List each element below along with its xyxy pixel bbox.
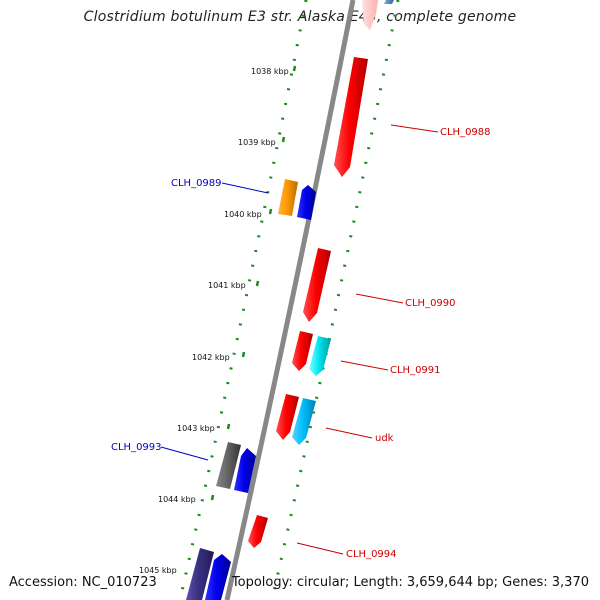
gene-arrow-CLH_0992[interactable] [292, 331, 313, 371]
leader-line [340, 360, 389, 371]
tick-label: 1040 kbp [224, 210, 262, 219]
scale-tick-labels: 1038 kbp 1039 kbp 1040 kbp 1041 kbp 1042… [139, 67, 289, 575]
tick-label: 1042 kbp [192, 353, 230, 362]
leader-line [221, 182, 269, 194]
gene-arrow-blue-bottom[interactable] [205, 554, 231, 600]
leader-line [325, 427, 373, 439]
gene-arrow-CLH_0993[interactable] [234, 448, 256, 493]
leader-line [296, 542, 344, 555]
gene-arrow-CLH_0991[interactable] [309, 336, 331, 376]
gene-arrow-partial[interactable] [362, 0, 378, 30]
gene-arrow-CLH_0988[interactable] [334, 57, 368, 177]
leader-line [160, 446, 209, 461]
tick-mark [255, 280, 260, 287]
tick-mark [281, 136, 286, 143]
gene-label-CLH_0993[interactable]: CLH_0993 [111, 442, 162, 453]
reverse-strand-track [178, 0, 308, 600]
gene-arrow-CLH_0994[interactable] [248, 515, 268, 548]
genome-backbone [224, 0, 356, 600]
gene-label-CLH_0994[interactable]: CLH_0994 [346, 549, 397, 560]
tick-mark [268, 208, 273, 215]
genome-summary-text: Topology: circular; Length: 3,659,644 bp… [231, 575, 589, 590]
gene-label-CLH_0990[interactable]: CLH_0990 [405, 298, 456, 309]
gene-arrow-orange[interactable] [278, 179, 298, 216]
gene-arrow-partial[interactable] [384, 0, 394, 4]
gene-label-CLH_0988[interactable]: CLH_0988 [440, 127, 491, 138]
tick-label: 1039 kbp [238, 138, 276, 147]
tick-label: 1045 kbp [139, 566, 177, 575]
tick-mark [292, 65, 297, 72]
map-title: Clostridium botulinum E3 str. Alaska E43… [83, 9, 517, 25]
leader-line [355, 293, 404, 304]
gene-arrow-CLH_0992b[interactable] [276, 394, 299, 440]
tick-mark [210, 494, 215, 501]
tick-label: 1043 kbp [177, 424, 215, 433]
gene-label-CLH_0991[interactable]: CLH_0991 [390, 365, 441, 376]
gene-arrow-slate[interactable] [186, 548, 214, 600]
gene-arrow-CLH_0989[interactable] [297, 185, 316, 220]
tick-mark [226, 423, 231, 430]
gene-arrow-CLH_0990[interactable] [303, 248, 331, 322]
gene-arrow-udk[interactable] [292, 398, 316, 445]
tick-label: 1038 kbp [251, 67, 289, 76]
leader-line [390, 124, 439, 133]
tick-mark [241, 351, 246, 358]
tick-label: 1041 kbp [208, 281, 246, 290]
gene-labels: CLH_0988 CLH_0989 CLH_0990 CLH_0991 udk … [111, 127, 491, 560]
gene-arrow-gray[interactable] [216, 442, 241, 489]
label-leaders [160, 124, 439, 555]
gene-label-CLH_0989[interactable]: CLH_0989 [171, 178, 222, 189]
tick-label: 1044 kbp [158, 495, 196, 504]
accession-text: Accession: NC_010723 [9, 575, 157, 590]
gene-label-udk[interactable]: udk [375, 433, 394, 444]
